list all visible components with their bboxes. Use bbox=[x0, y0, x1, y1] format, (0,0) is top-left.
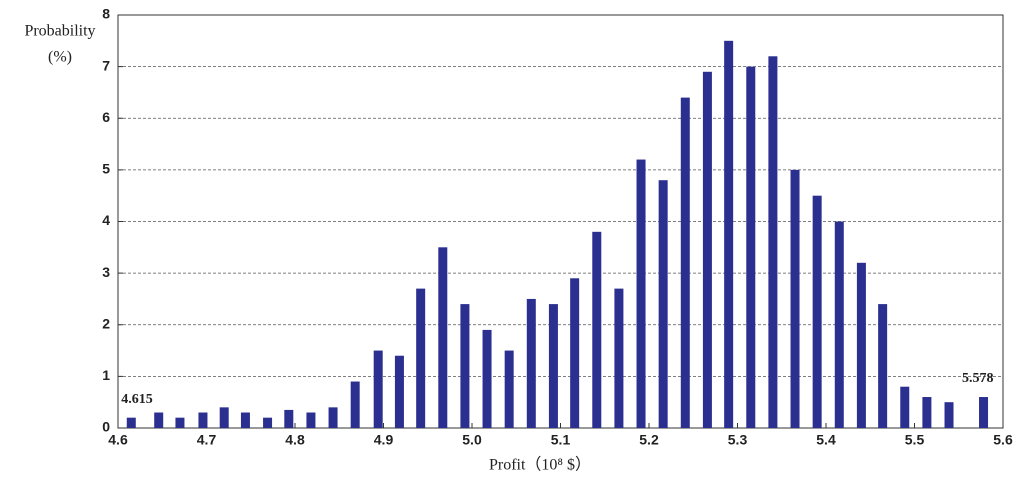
annotation: 4.615 bbox=[121, 392, 152, 407]
bar bbox=[328, 407, 338, 428]
y-tick-label: 8 bbox=[102, 6, 110, 22]
bar bbox=[702, 71, 712, 428]
bar bbox=[592, 231, 602, 428]
bar bbox=[350, 381, 360, 428]
bar bbox=[768, 56, 778, 429]
bar bbox=[240, 412, 250, 428]
x-axis-label: Profit（10⁸ $） bbox=[489, 456, 591, 474]
y-tick-label: 6 bbox=[102, 109, 110, 125]
bar bbox=[856, 262, 866, 428]
x-tick-label: 5.2 bbox=[639, 432, 659, 448]
x-tick-label: 5.6 bbox=[993, 432, 1013, 448]
annotation: 5.578 bbox=[962, 371, 994, 386]
y-tick-label: 5 bbox=[102, 161, 110, 177]
bar bbox=[373, 350, 383, 428]
bar bbox=[482, 329, 492, 428]
bar bbox=[154, 412, 164, 428]
bar bbox=[438, 247, 448, 428]
x-tick-label: 4.7 bbox=[197, 432, 217, 448]
bar bbox=[658, 180, 668, 428]
bar bbox=[680, 97, 690, 428]
x-tick-label: 5.5 bbox=[905, 432, 925, 448]
y-tick-label: 1 bbox=[102, 367, 110, 383]
bar bbox=[394, 355, 404, 428]
bar bbox=[614, 288, 624, 428]
y-tick-label: 2 bbox=[102, 315, 110, 331]
bar bbox=[900, 386, 910, 428]
x-tick-label: 4.9 bbox=[374, 432, 394, 448]
bar bbox=[548, 304, 558, 428]
x-tick-label: 4.6 bbox=[108, 432, 128, 448]
bar bbox=[636, 159, 646, 429]
bar bbox=[126, 417, 136, 428]
x-tick-label: 5.3 bbox=[728, 432, 748, 448]
bar bbox=[878, 304, 888, 428]
bar bbox=[834, 221, 844, 428]
bar bbox=[306, 412, 316, 428]
bar bbox=[922, 397, 932, 428]
x-tick-label: 5.1 bbox=[551, 432, 571, 448]
bar bbox=[284, 409, 294, 428]
x-tick-label: 5.0 bbox=[462, 432, 482, 448]
bar bbox=[460, 304, 470, 428]
x-tick-label: 4.8 bbox=[285, 432, 305, 448]
bar bbox=[979, 397, 989, 428]
bar bbox=[746, 66, 756, 428]
bar bbox=[175, 417, 185, 428]
bar bbox=[944, 402, 954, 428]
x-tick-label: 5.4 bbox=[816, 432, 836, 448]
plot-frame bbox=[117, 14, 1004, 429]
y-axis-label: Probability bbox=[24, 23, 95, 40]
bar bbox=[570, 278, 580, 428]
bar bbox=[416, 288, 426, 428]
bar bbox=[198, 412, 208, 428]
y-tick-label: 3 bbox=[102, 264, 110, 280]
y-tick-label: 0 bbox=[102, 419, 110, 435]
bar bbox=[790, 169, 800, 428]
bar bbox=[526, 298, 536, 428]
bar bbox=[504, 350, 514, 428]
bar bbox=[724, 40, 734, 428]
y-axis-label: (%) bbox=[48, 49, 72, 66]
bar bbox=[219, 407, 229, 428]
bar bbox=[812, 195, 822, 428]
y-tick-label: 4 bbox=[102, 212, 110, 228]
bar bbox=[263, 417, 273, 428]
y-tick-label: 7 bbox=[102, 57, 110, 73]
